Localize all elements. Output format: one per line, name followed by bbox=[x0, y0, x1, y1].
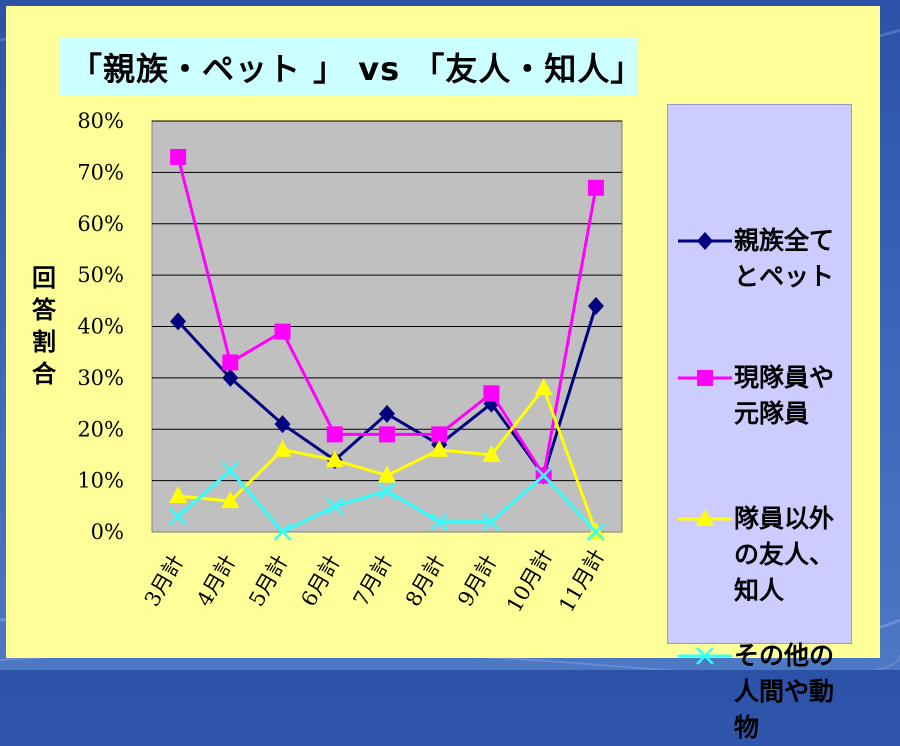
data-point-s2 bbox=[273, 439, 292, 457]
data-point-s1 bbox=[170, 148, 187, 165]
data-point-s3 bbox=[534, 466, 553, 485]
data-point-s3 bbox=[378, 482, 396, 500]
y-tick-label: 10% bbox=[77, 469, 124, 493]
y-tick-label: 60% bbox=[77, 212, 124, 236]
line-chart: 0% 10% 20% 30% 40% 50% 60% 70% 80% 3月計 4月計 5月計 6月計 7月… bbox=[77, 109, 623, 617]
legend-marker-shape bbox=[697, 370, 713, 386]
legend-marker-shape bbox=[697, 232, 713, 250]
legend-marker-triangle bbox=[678, 509, 732, 526]
data-point-s2 bbox=[378, 465, 396, 483]
data-point-s1 bbox=[587, 179, 604, 196]
legend-marker-shape bbox=[696, 647, 714, 665]
data-point-s3 bbox=[169, 507, 187, 526]
x-tick-label: 5月計 bbox=[244, 551, 292, 611]
data-point-s2 bbox=[325, 450, 344, 468]
data-point-s0 bbox=[222, 368, 239, 387]
x-tick-label: 10月計 bbox=[502, 545, 557, 617]
data-point-s2 bbox=[169, 486, 188, 504]
legend-label-others: その他の人間や動物 bbox=[734, 641, 835, 742]
x-tick-label: 9月計 bbox=[453, 551, 501, 611]
data-point-s0 bbox=[587, 296, 604, 315]
x-tick-label: 11月計 bbox=[554, 545, 609, 617]
data-point-s3 bbox=[221, 461, 240, 480]
data-point-s1 bbox=[326, 426, 343, 443]
legend-marker-square bbox=[678, 370, 732, 386]
y-tick-label: 40% bbox=[77, 315, 124, 339]
data-point-s0 bbox=[379, 404, 395, 423]
y-tick-label: 0% bbox=[91, 520, 124, 544]
x-tick-label: 8月計 bbox=[401, 551, 449, 611]
legend-label-friends: 隊員以外の友人、知人 bbox=[734, 504, 835, 605]
data-point-s1 bbox=[222, 354, 239, 371]
legend-label-relatives: 親族全てとペット bbox=[734, 226, 835, 291]
x-tick-label: 7月計 bbox=[349, 551, 397, 611]
x-tick-label: 6月計 bbox=[296, 551, 344, 611]
data-point-s3 bbox=[587, 523, 605, 541]
data-point-s3 bbox=[430, 512, 449, 531]
data-point-s0 bbox=[274, 415, 291, 434]
legend-marker-diamond bbox=[678, 232, 732, 250]
y-tick-label: 20% bbox=[77, 417, 124, 441]
data-point-s2 bbox=[221, 491, 240, 509]
data-point-s3 bbox=[482, 512, 501, 531]
data-point-s1 bbox=[379, 426, 395, 443]
data-point-s1 bbox=[431, 426, 448, 443]
data-point-s2 bbox=[534, 378, 553, 396]
x-tick-label: 4月計 bbox=[192, 551, 240, 611]
y-tick-label: 80% bbox=[77, 109, 124, 133]
chart-title: 「親族・ペット 」 vs 「友人・知人」 bbox=[60, 38, 642, 96]
data-point-s1 bbox=[274, 323, 291, 340]
data-point-s1 bbox=[483, 385, 500, 402]
legend-marker-shape bbox=[696, 509, 714, 526]
chart-title-text: 「親族・ペット 」 vs 「友人・知人」 bbox=[70, 50, 644, 88]
y-tick-label: 50% bbox=[77, 263, 124, 287]
data-point-s3 bbox=[325, 497, 344, 516]
legend: 親族全てとペット 現隊員や元隊員 隊員以外の友人、知人 その他の人間や動物 bbox=[667, 104, 852, 742]
legend-label-members: 現隊員や元隊員 bbox=[734, 363, 835, 428]
data-point-s2 bbox=[430, 439, 449, 457]
y-tick-label: 70% bbox=[77, 160, 124, 184]
y-axis-label: 回答割合 bbox=[32, 264, 56, 388]
legend-marker-x bbox=[678, 647, 732, 665]
data-point-s0 bbox=[170, 312, 187, 331]
y-tick-label: 30% bbox=[77, 366, 124, 390]
data-point-s2 bbox=[482, 444, 501, 462]
data-point-s3 bbox=[273, 523, 292, 541]
x-tick-label: 3月計 bbox=[140, 551, 188, 611]
